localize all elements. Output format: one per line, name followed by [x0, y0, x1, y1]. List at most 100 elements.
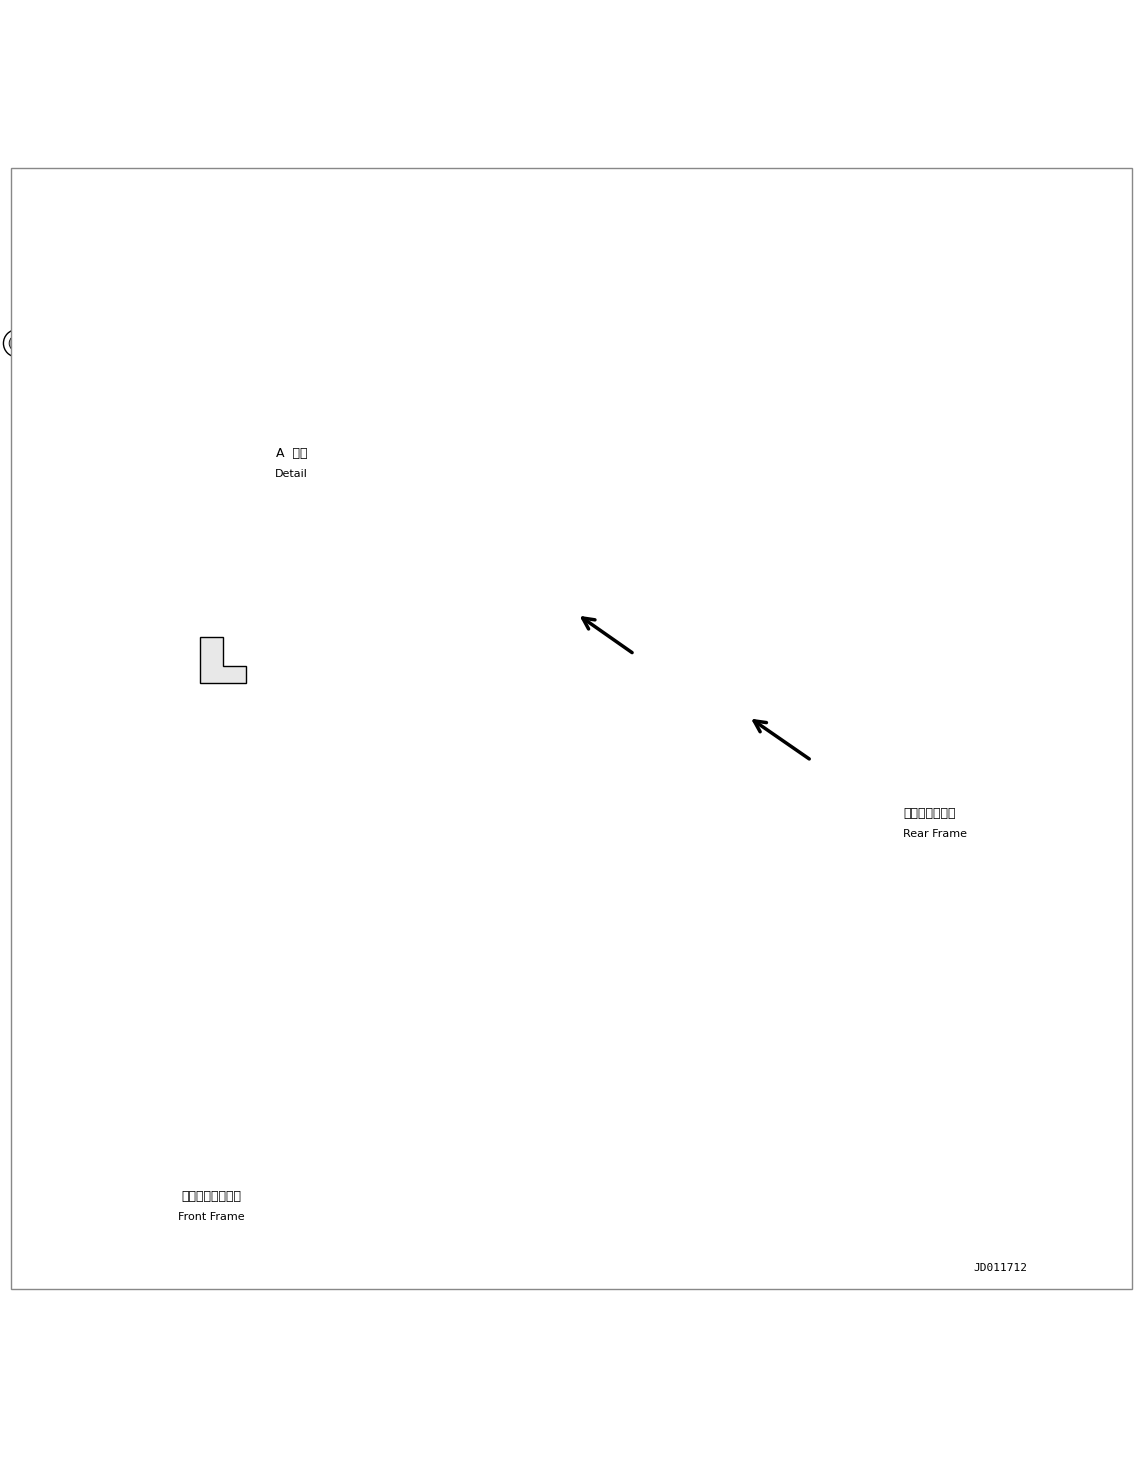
- Circle shape: [72, 275, 99, 303]
- Circle shape: [545, 597, 563, 615]
- Text: A  詳細: A 詳細: [275, 447, 307, 460]
- Circle shape: [291, 262, 326, 296]
- Circle shape: [658, 924, 668, 932]
- Bar: [222, 590, 235, 597]
- Circle shape: [726, 699, 744, 718]
- Bar: [975, 449, 996, 462]
- Bar: [177, 275, 251, 303]
- Circle shape: [165, 576, 174, 584]
- Circle shape: [616, 552, 630, 567]
- Circle shape: [339, 300, 358, 318]
- Bar: [729, 310, 761, 331]
- Circle shape: [112, 366, 128, 382]
- Circle shape: [783, 768, 886, 871]
- Circle shape: [451, 746, 531, 826]
- Bar: [706, 653, 722, 661]
- Circle shape: [1021, 1049, 1048, 1077]
- Circle shape: [471, 919, 489, 938]
- Bar: [157, 552, 170, 559]
- Bar: [46, 237, 366, 414]
- Circle shape: [173, 350, 193, 370]
- Circle shape: [657, 848, 714, 906]
- Circle shape: [572, 694, 663, 785]
- Circle shape: [406, 871, 440, 906]
- Text: JD011712: JD011712: [973, 1263, 1028, 1272]
- Bar: [537, 596, 569, 616]
- Bar: [303, 667, 328, 679]
- Circle shape: [1012, 814, 1114, 916]
- Bar: [162, 567, 176, 574]
- Circle shape: [862, 379, 876, 392]
- Circle shape: [736, 315, 750, 328]
- Bar: [535, 539, 551, 548]
- Bar: [57, 328, 80, 357]
- Circle shape: [294, 300, 312, 318]
- Circle shape: [537, 842, 606, 912]
- Bar: [286, 254, 343, 306]
- Circle shape: [503, 503, 560, 559]
- Circle shape: [513, 492, 527, 507]
- Circle shape: [3, 329, 31, 357]
- Circle shape: [536, 551, 550, 564]
- Bar: [1006, 1049, 1069, 1077]
- Ellipse shape: [146, 768, 208, 871]
- Circle shape: [1081, 519, 1090, 527]
- Circle shape: [640, 832, 732, 922]
- Bar: [733, 647, 749, 657]
- Circle shape: [189, 278, 211, 302]
- Circle shape: [494, 973, 512, 991]
- Circle shape: [99, 1039, 118, 1058]
- Circle shape: [475, 924, 485, 932]
- Circle shape: [606, 728, 629, 752]
- Circle shape: [391, 857, 455, 921]
- Bar: [457, 455, 606, 476]
- Circle shape: [105, 548, 112, 555]
- Circle shape: [1006, 615, 1120, 728]
- Circle shape: [166, 865, 234, 934]
- Bar: [514, 956, 606, 975]
- Bar: [149, 369, 177, 380]
- Circle shape: [597, 973, 615, 991]
- Text: Detail: Detail: [275, 469, 307, 479]
- Circle shape: [860, 388, 878, 407]
- Circle shape: [562, 545, 576, 558]
- Circle shape: [1036, 519, 1045, 527]
- Circle shape: [469, 763, 514, 809]
- Circle shape: [171, 529, 229, 586]
- Circle shape: [600, 871, 634, 906]
- Text: リヤーフレーム: リヤーフレーム: [903, 807, 956, 820]
- Bar: [251, 232, 389, 323]
- Circle shape: [261, 328, 283, 350]
- Circle shape: [708, 664, 721, 678]
- Circle shape: [654, 919, 672, 938]
- Circle shape: [513, 552, 527, 567]
- Bar: [985, 466, 1002, 476]
- Bar: [528, 589, 580, 625]
- Circle shape: [149, 506, 251, 609]
- Circle shape: [551, 536, 592, 577]
- Circle shape: [567, 924, 576, 932]
- Circle shape: [323, 265, 351, 293]
- Bar: [240, 326, 303, 351]
- Circle shape: [646, 631, 726, 711]
- Circle shape: [1081, 998, 1090, 1007]
- Bar: [160, 325, 174, 344]
- Bar: [491, 482, 652, 580]
- Circle shape: [583, 503, 640, 559]
- Circle shape: [616, 492, 630, 507]
- Bar: [503, 471, 560, 482]
- Circle shape: [750, 924, 759, 932]
- Circle shape: [734, 659, 748, 673]
- Circle shape: [802, 788, 866, 852]
- Circle shape: [589, 711, 646, 768]
- Bar: [457, 932, 663, 957]
- Bar: [709, 692, 760, 728]
- Text: Front Frame: Front Frame: [178, 1212, 245, 1222]
- Bar: [718, 699, 750, 720]
- Ellipse shape: [149, 916, 206, 997]
- Circle shape: [159, 561, 168, 571]
- Circle shape: [224, 599, 233, 608]
- Circle shape: [745, 919, 764, 938]
- Circle shape: [61, 264, 111, 315]
- Circle shape: [99, 542, 118, 561]
